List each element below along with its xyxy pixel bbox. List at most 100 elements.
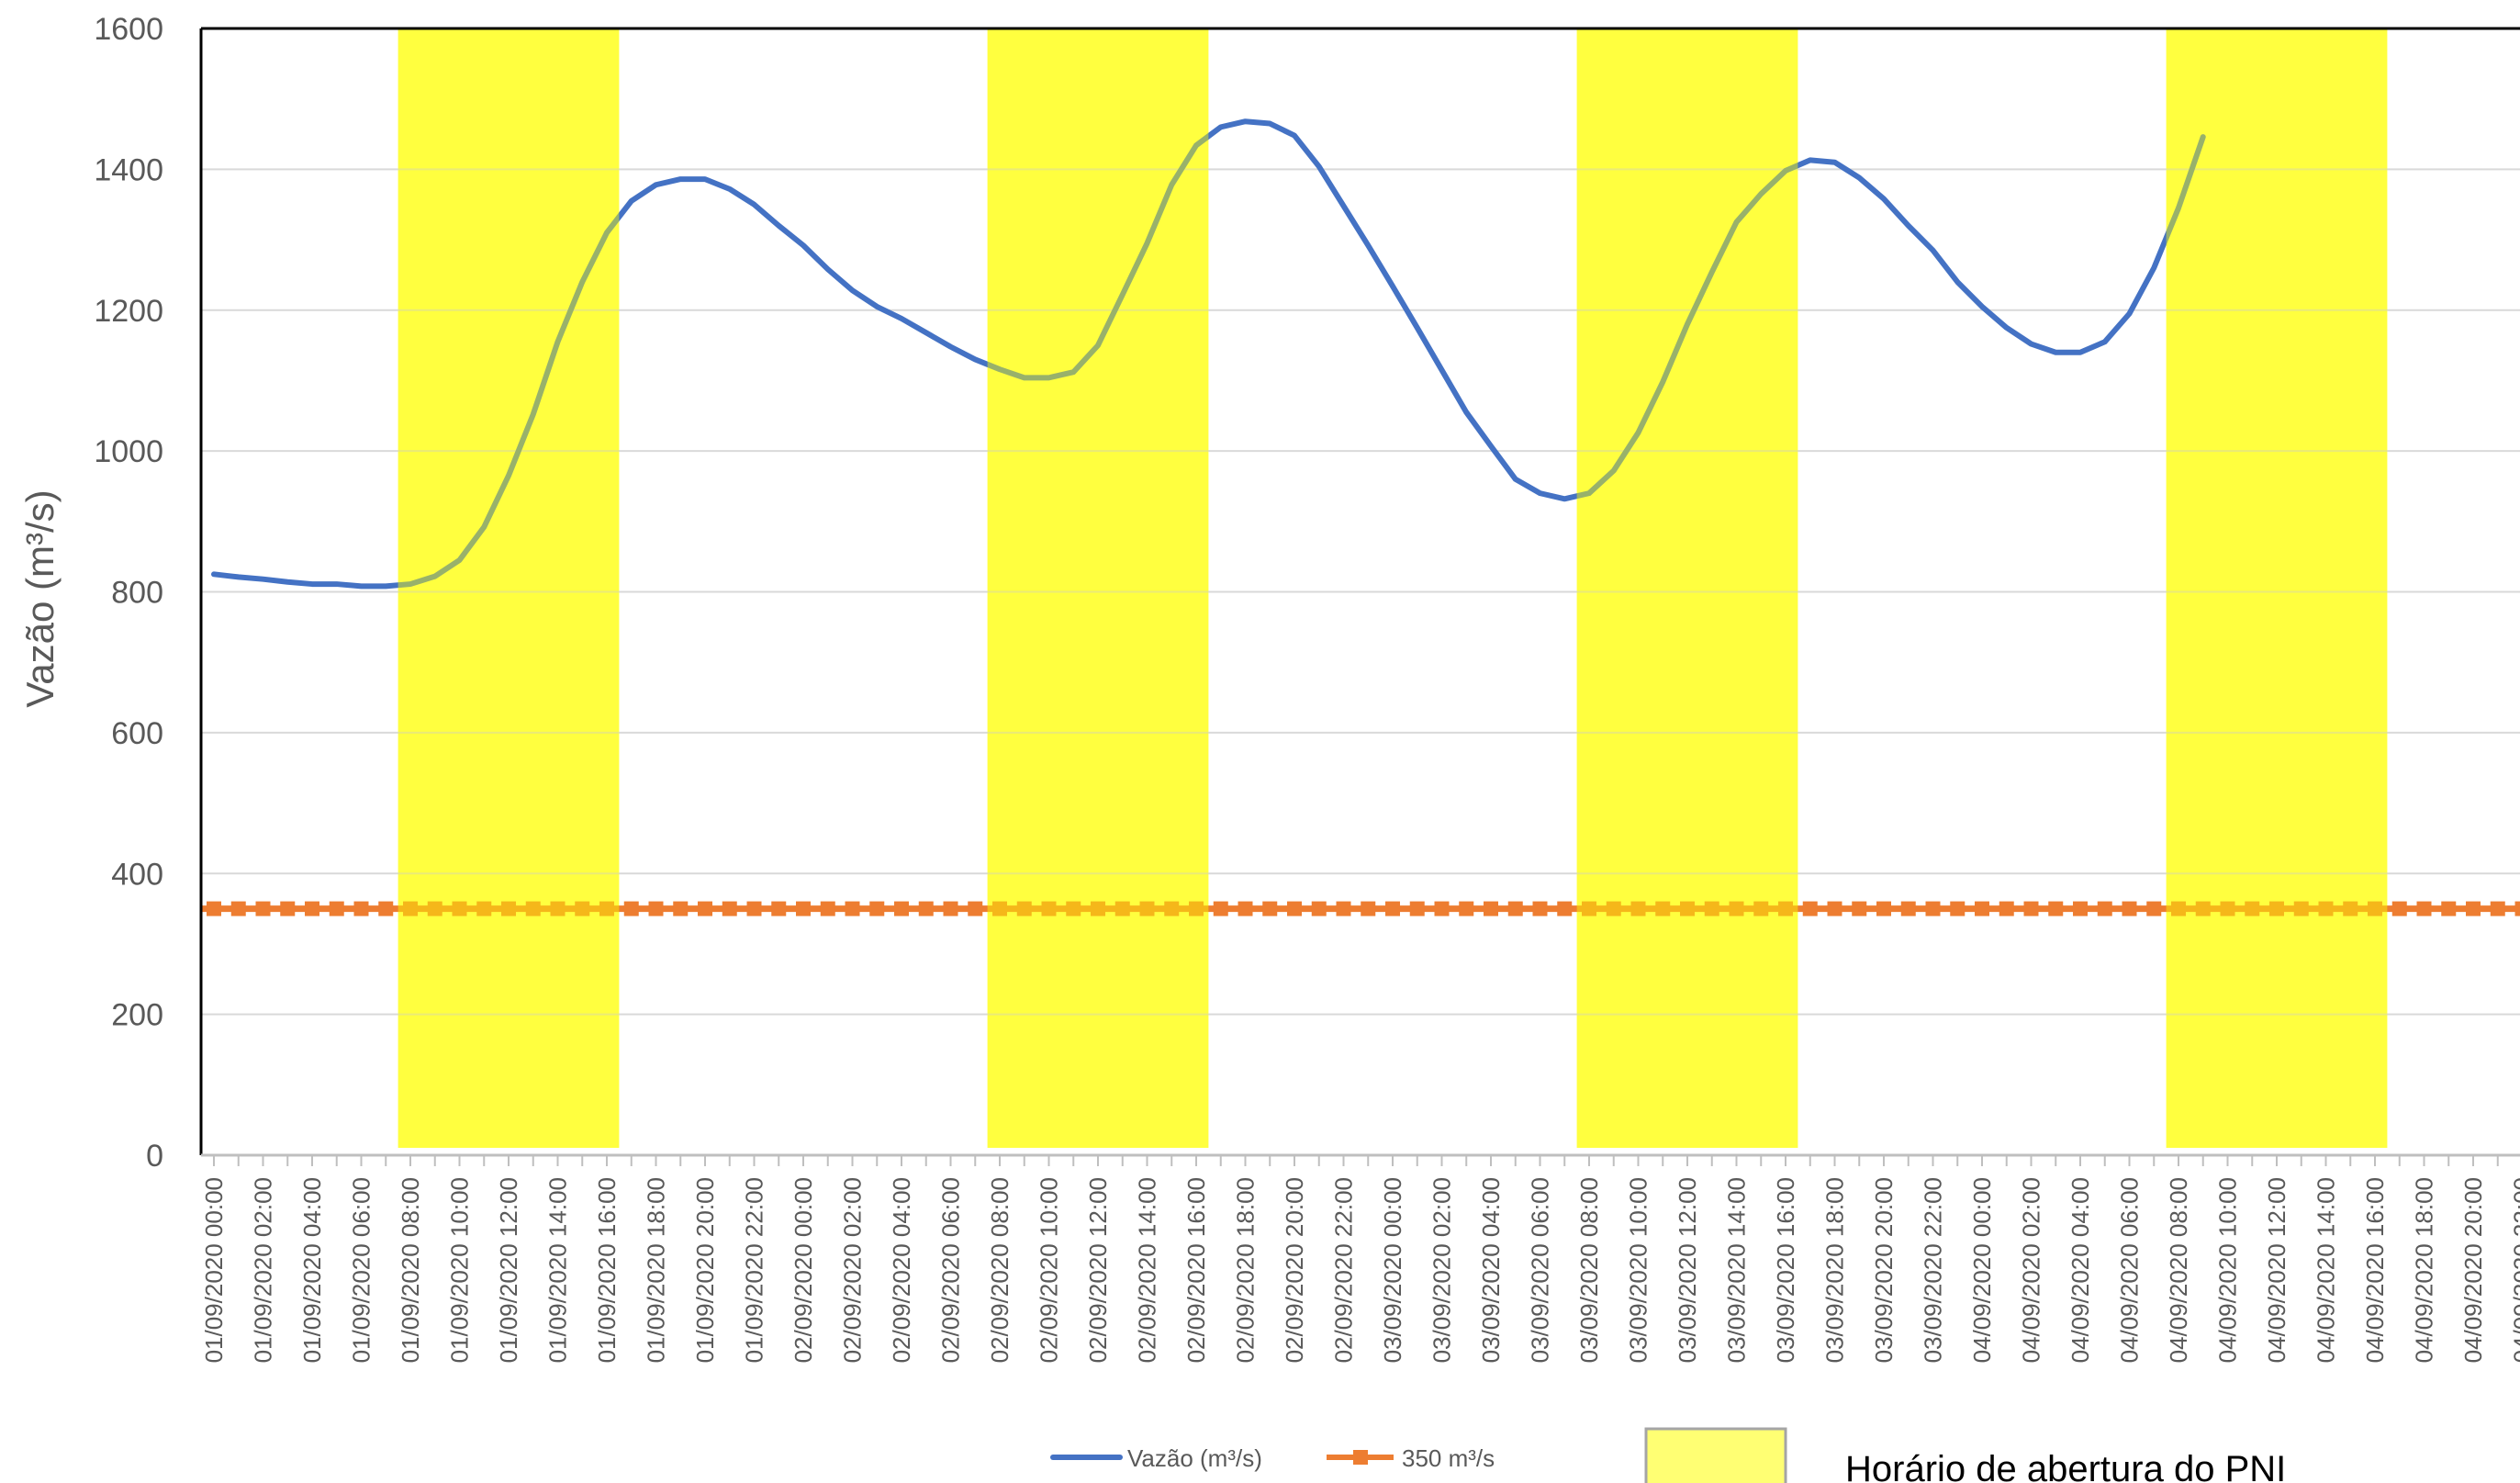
series-350-point: [1262, 901, 1278, 916]
series-350-point: [1459, 901, 1474, 916]
series-350-point: [2318, 901, 2334, 916]
legend: Vazão (m³/s) 350 m³/s Horário de abertur…: [1050, 1427, 2286, 1483]
x-tick-label: 01/09/2020 00:00: [200, 1177, 228, 1363]
highlight-overlay-1: [398, 28, 620, 1148]
series-350-point: [1213, 901, 1228, 916]
series-350-point: [353, 901, 369, 916]
x-tick-label: 02/09/2020 12:00: [1084, 1177, 1112, 1363]
series-350-point: [1655, 901, 1671, 916]
x-tick-label: 02/09/2020 04:00: [888, 1177, 915, 1363]
x-tick-label: 02/09/2020 18:00: [1232, 1177, 1260, 1363]
x-tick-label: 03/09/2020 02:00: [1428, 1177, 1456, 1363]
series-350-point: [1704, 901, 1719, 916]
series-350-point: [1139, 901, 1155, 916]
highlight-overlay-2: [987, 28, 1209, 1148]
series-350-point: [1164, 901, 1180, 916]
x-tick-label: 03/09/2020 08:00: [1575, 1177, 1603, 1363]
highlight-window-1: [398, 28, 620, 1148]
series-vazao-line: [211, 118, 2206, 590]
series-350-point: [722, 901, 737, 916]
series-350-point: [452, 901, 467, 916]
x-tick-label: 01/09/2020 04:00: [298, 1177, 326, 1363]
x-tick-label: 01/09/2020 18:00: [643, 1177, 670, 1363]
y-axis-title: Vazão (m³/s): [18, 489, 62, 707]
x-tick-label: 01/09/2020 20:00: [691, 1177, 719, 1363]
x-tick-label: 03/09/2020 04:00: [1477, 1177, 1505, 1363]
y-tick-label: 1400: [94, 152, 163, 187]
series-350-point: [918, 901, 934, 916]
y-tick-label: 200: [111, 998, 163, 1033]
series-350-point: [894, 901, 909, 916]
axes: [199, 27, 2520, 1166]
x-tick-label: 04/09/2020 02:00: [2018, 1177, 2045, 1363]
series-350-point: [1189, 901, 1204, 916]
series-350-point: [2293, 901, 2309, 916]
series-350-point: [820, 901, 835, 916]
y-tick-label: 800: [111, 576, 163, 611]
x-tick-label: 02/09/2020 08:00: [986, 1177, 1014, 1363]
series-350-point: [525, 901, 541, 916]
series-350-point: [2368, 901, 2382, 916]
series-350-point: [2171, 901, 2186, 916]
series-350-point: [305, 901, 319, 916]
highlight-overlay-3: [1576, 28, 1798, 1148]
series-350-point: [1557, 901, 1573, 916]
x-tick-label: 04/09/2020 00:00: [1968, 1177, 1996, 1363]
x-tick-label: 03/09/2020 22:00: [1920, 1177, 1947, 1363]
series-350-point: [648, 901, 664, 916]
series-350-point: [2245, 901, 2260, 916]
series-350-point: [1385, 901, 1400, 916]
series-350-point: [2391, 901, 2407, 916]
series-350-point: [1606, 901, 1621, 916]
x-tick-label: 03/09/2020 10:00: [1625, 1177, 1652, 1363]
highlight-window-3: [1576, 28, 1798, 1148]
series-350-point: [501, 901, 516, 916]
series-350-point: [968, 901, 983, 916]
series-350-point: [2416, 901, 2432, 916]
x-tick-labels: 01/09/2020 00:00 01/09/2020 02:00 01/09/20…: [200, 1177, 2520, 1363]
series-350-point: [1729, 901, 1744, 916]
series-350-point: [771, 901, 787, 916]
y-tick-label: 1000: [94, 434, 163, 469]
x-tick-label: 01/09/2020 02:00: [250, 1177, 277, 1363]
legend-label-vazao: Vazão (m³/s): [1127, 1444, 1262, 1472]
series-350-point: [2466, 901, 2481, 916]
series-350-point: [1778, 901, 1793, 916]
x-tick-label: 04/09/2020 18:00: [2411, 1177, 2438, 1363]
y-tick-labels: 0 200 400 600 800 1000 1200 1400 1600: [94, 12, 163, 1174]
series-350-point: [2343, 901, 2358, 916]
series-350-point: [207, 901, 221, 916]
series-350-point: [2146, 901, 2162, 916]
y-tick-label: 0: [146, 1139, 163, 1174]
series-350-point: [2269, 901, 2284, 916]
series-350-point: [2073, 901, 2088, 916]
legend-marker-350: [1353, 1450, 1368, 1465]
series-350-point: [698, 901, 712, 916]
series-350-point: [230, 901, 246, 916]
x-tick-label: 04/09/2020 20:00: [2459, 1177, 2487, 1363]
series-350-point: [255, 901, 271, 916]
x-tick-label: 03/09/2020 20:00: [1870, 1177, 1898, 1363]
series-350-point: [1041, 901, 1057, 916]
x-tick-label: 01/09/2020 06:00: [348, 1177, 375, 1363]
series-350-point: [992, 901, 1007, 916]
series-350-point: [1066, 901, 1081, 916]
x-tick-label: 03/09/2020 00:00: [1379, 1177, 1406, 1363]
highlight-overlay-4: [2166, 28, 2388, 1148]
x-tick-label: 03/09/2020 06:00: [1527, 1177, 1554, 1363]
series-350-point: [1114, 901, 1130, 916]
y-tick-label: 1600: [94, 12, 163, 47]
x-tick-label: 04/09/2020 14:00: [2313, 1177, 2340, 1363]
series-350-point: [1238, 901, 1253, 916]
legend-label-350: 350 m³/s: [1402, 1444, 1495, 1472]
series-350-point: [2195, 901, 2211, 916]
highlight-window-4: [2166, 28, 2388, 1148]
x-tick-label: 02/09/2020 22:00: [1330, 1177, 1358, 1363]
x-tick-label: 01/09/2020 10:00: [446, 1177, 474, 1363]
series-350-point: [1827, 901, 1842, 916]
series-350-point: [2122, 901, 2137, 916]
series-350-point: [1753, 901, 1769, 916]
x-tick-label: 03/09/2020 18:00: [1821, 1177, 1849, 1363]
series-350-point: [1975, 901, 1989, 916]
